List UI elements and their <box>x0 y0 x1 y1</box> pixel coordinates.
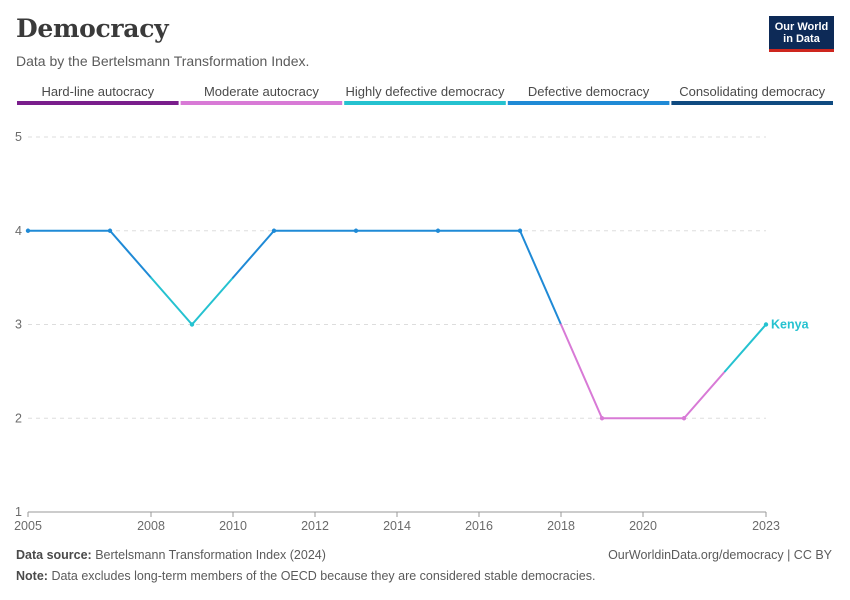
legend-swatch <box>507 101 670 105</box>
note-label: Note: <box>16 569 48 583</box>
y-tick-label: 5 <box>15 130 22 144</box>
series-points <box>25 228 769 421</box>
x-tick-label: 2012 <box>301 519 329 533</box>
source-link[interactable]: OurWorldinData.org/democracy | CC BY <box>608 548 832 562</box>
data-source: Data source: Bertelsmann Transformation … <box>16 548 326 562</box>
data-point <box>763 322 769 327</box>
chart-title: Democracy <box>16 14 169 43</box>
series-line-segment <box>191 276 234 326</box>
data-point <box>353 228 359 233</box>
owid-logo[interactable]: Our World in Data <box>769 16 834 52</box>
logo-line-1: Our World <box>774 21 829 33</box>
x-tick-label: 2020 <box>629 519 657 533</box>
x-tick-label: 2005 <box>14 519 42 533</box>
data-point <box>25 228 31 233</box>
legend-label: Highly defective democracy <box>346 84 505 99</box>
legend-swatch <box>671 101 833 105</box>
grid-lines <box>28 136 766 419</box>
x-tick-label: 2016 <box>465 519 493 533</box>
y-axis: 1 2 3 4 5 <box>15 130 22 519</box>
logo-line-2: in Data <box>783 33 820 45</box>
legend-swatch <box>17 101 179 105</box>
legend-swatch <box>180 101 343 105</box>
x-tick-label: 2023 <box>752 519 780 533</box>
x-tick-label: 2008 <box>137 519 165 533</box>
data-source-label: Data source: <box>16 548 92 562</box>
series-labels: Kenya <box>771 318 810 332</box>
data-point <box>599 416 605 421</box>
series-line-segment <box>683 370 726 420</box>
legend-label: Consolidating democracy <box>679 84 825 99</box>
chart-note: Note: Data excludes long-term members of… <box>16 569 595 583</box>
x-tick-label: 2018 <box>547 519 575 533</box>
chart-subtitle: Data by the Bertelsmann Transformation I… <box>16 53 310 69</box>
series-label: Kenya <box>771 318 810 332</box>
data-point <box>681 416 687 421</box>
note-text: Data excludes long-term members of the O… <box>51 569 596 583</box>
y-tick-label: 1 <box>15 505 22 519</box>
data-point <box>189 322 195 327</box>
y-tick-label: 4 <box>15 224 22 238</box>
legend-swatch <box>344 101 506 105</box>
x-tick-label: 2014 <box>383 519 411 533</box>
data-point <box>107 228 113 233</box>
series-line-segment <box>150 276 193 326</box>
data-point <box>435 228 441 233</box>
series-lines <box>27 229 767 420</box>
series-line-segment <box>109 229 152 279</box>
series-line-segment <box>232 229 275 279</box>
series-line-segment <box>560 323 603 420</box>
color-legend[interactable]: Hard-line autocracy Moderate autocracy Hig… <box>17 84 833 105</box>
legend-label: Moderate autocracy <box>204 84 319 99</box>
y-tick-label: 2 <box>15 411 22 425</box>
legend-label: Defective democracy <box>528 84 650 99</box>
data-source-text: Bertelsmann Transformation Index (2024) <box>95 548 326 562</box>
data-point <box>517 228 523 233</box>
x-tick-label: 2010 <box>219 519 247 533</box>
data-point <box>271 228 277 233</box>
x-axis: 2005 2008 2010 2012 2014 2016 2018 2020 2023 <box>14 511 780 533</box>
y-tick-label: 3 <box>15 318 22 332</box>
series-line-segment <box>519 229 562 326</box>
legend-label: Hard-line autocracy <box>41 84 154 99</box>
series-line-segment <box>724 323 767 373</box>
